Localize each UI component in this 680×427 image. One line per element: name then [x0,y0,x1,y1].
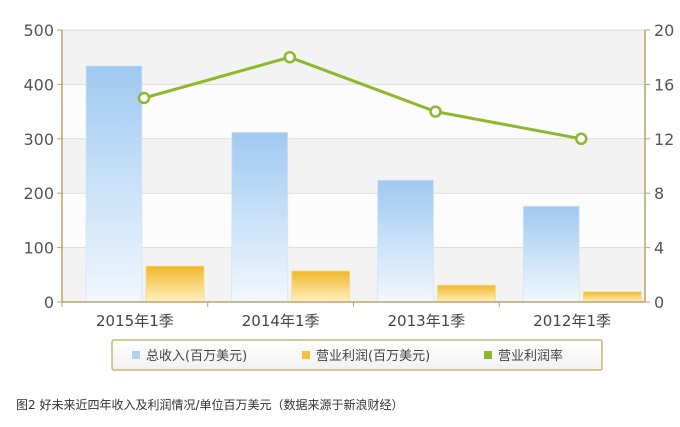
legend-item-operating-profit-swatch [302,351,310,359]
legend-item-total-revenue-swatch [132,351,140,359]
plot-band [62,138,645,194]
left-tick-label: 400 [23,75,54,94]
bar-operating-profit [437,284,496,303]
combo-chart: 0 100 200 300 400 500 0 4 8 12 16 20 2015年1季 2014年1季 2… [23,21,674,371]
right-tick-label: 12 [654,130,674,149]
left-tick-label: 500 [23,21,54,40]
bar-total-revenue [231,131,289,303]
left-tick-label: 200 [23,184,54,203]
x-tick-label: 2013年1季 [388,312,466,330]
right-tick-label: 8 [654,184,664,203]
point-operating-margin [283,50,296,64]
bar-operating-profit [145,265,205,303]
bar-operating-profit [291,270,351,303]
left-tick-label: 0 [44,293,54,312]
legend-item-operating-margin-swatch [484,351,492,359]
right-tick-label: 0 [654,293,664,312]
right-tick-label: 20 [654,21,674,40]
x-tick-label: 2015年1季 [96,312,174,330]
point-operating-margin [429,105,442,118]
bar-total-revenue [85,65,143,303]
right-tick-label: 4 [654,239,664,258]
plot-band [62,30,645,85]
x-tick-label: 2012年1季 [533,312,611,330]
left-tick-label: 100 [23,239,54,258]
bar-total-revenue [377,179,434,303]
point-operating-margin [137,91,151,105]
line-operating-margin [143,55,582,141]
legend-item-operating-profit-label: 营业利润(百万美元) [316,349,430,364]
legend-item-total-revenue-label: 总收入(百万美元) [146,349,247,364]
bar-total-revenue [522,205,580,303]
legend-box [111,339,603,371]
left-tick-label: 300 [23,130,54,149]
point-operating-margin [575,132,588,146]
right-tick-label: 16 [654,75,674,94]
legend-item-operating-margin-label: 营业利润率 [498,348,563,364]
plot-band [62,84,645,139]
x-tick-label: 2014年1季 [242,312,320,330]
bar-operating-profit [582,291,642,303]
figure-caption: 图2 好未来近四年收入及利润情况/单位百万美元（数据来源于新浪财经） [16,398,404,412]
